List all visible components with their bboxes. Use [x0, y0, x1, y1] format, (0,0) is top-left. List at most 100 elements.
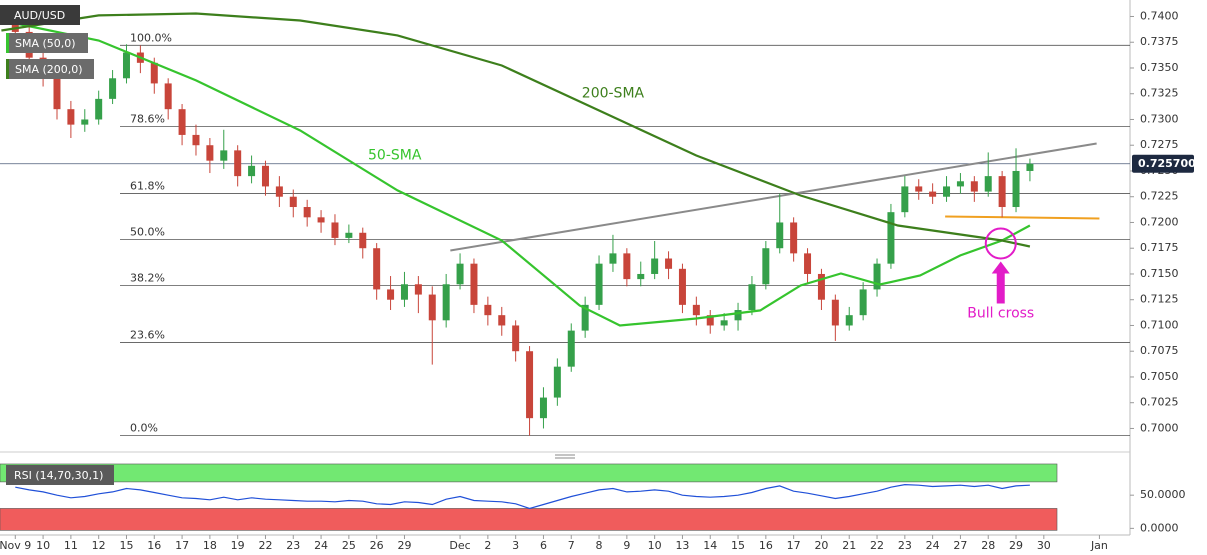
candle-body: [665, 258, 673, 269]
x-tick-label: 17: [787, 539, 801, 552]
fib-label: 23.6%: [130, 328, 165, 341]
x-tick-label: 30: [1037, 539, 1051, 552]
x-tick-label: 21: [842, 539, 856, 552]
y-tick-label: 0.7050: [1140, 370, 1179, 383]
legend-swatch: [6, 59, 9, 79]
candle-body: [373, 248, 381, 290]
candle-body: [484, 304, 492, 316]
x-tick-label: 6: [540, 539, 547, 552]
candle-body: [400, 284, 408, 300]
candle-body: [956, 181, 964, 187]
x-tick-label: 16: [759, 539, 773, 552]
fib-label: 0.0%: [130, 421, 158, 434]
candle-body: [929, 191, 937, 197]
sma-line: [1, 19, 1031, 327]
candle-body: [817, 273, 825, 300]
x-tick-label: 23: [898, 539, 912, 552]
sma-label: 50-SMA: [368, 148, 422, 164]
candle-body: [414, 284, 422, 295]
legend-box: [6, 465, 114, 485]
candle-body: [734, 310, 742, 321]
candle-body: [81, 119, 89, 125]
last-price-box: [1132, 154, 1194, 173]
candle-body: [109, 78, 117, 99]
x-tick-label: 15: [119, 539, 133, 552]
candle-body: [623, 253, 631, 280]
legend-box: [6, 59, 94, 79]
candle-body: [706, 315, 714, 326]
annotation-circle: [984, 227, 1017, 260]
y-tick-label: 0.7350: [1140, 61, 1179, 74]
candle-body: [387, 289, 395, 300]
candle-body: [275, 186, 283, 197]
x-tick-label: 19: [231, 539, 245, 552]
candle-body: [150, 62, 158, 84]
x-tick-label: 9: [623, 539, 630, 552]
candle-body: [206, 145, 214, 161]
trendline: [450, 142, 1097, 252]
candle-body: [553, 366, 561, 398]
candle-body: [859, 289, 867, 316]
x-tick-label: 28: [981, 539, 995, 552]
x-tick-label: 8: [596, 539, 603, 552]
legend: AUD/USD SMA (50,0) SMA (200,0) RSI (14,7…: [0, 5, 114, 485]
candle-body: [317, 217, 325, 223]
candle-body: [998, 176, 1006, 208]
y-tick-label: 0.7225: [1140, 190, 1179, 203]
candle-body: [984, 176, 992, 192]
y-tick-label: 0.7150: [1140, 267, 1179, 280]
candle-body: [720, 320, 728, 326]
last-price-label: 0.725700: [1138, 157, 1196, 170]
candle-body: [970, 181, 978, 192]
candle-body: [845, 315, 853, 326]
candle-body: [526, 351, 534, 419]
x-tick-label: 10: [36, 539, 50, 552]
candle-body: [637, 273, 645, 280]
candle-body: [303, 207, 311, 218]
x-tick-label: Dec: [449, 539, 470, 552]
y-tick-label: 0.7400: [1140, 9, 1179, 22]
candle-body: [539, 397, 547, 419]
x-tick-label: 7: [568, 539, 575, 552]
candle-body: [331, 222, 339, 238]
y-tick-label: 0.7175: [1140, 241, 1179, 254]
candle-body: [609, 253, 617, 264]
candle-body: [901, 186, 909, 213]
x-tick-label: 24: [926, 539, 940, 552]
trendline: [945, 215, 1100, 220]
legend-box: [6, 33, 88, 53]
candle-body: [498, 315, 506, 326]
legend-box: [0, 5, 80, 25]
candle-body: [1012, 170, 1020, 208]
rsi-line: [15, 483, 1030, 510]
candle-body: [428, 294, 436, 321]
x-tick-label: 13: [675, 539, 689, 552]
candle-body: [776, 222, 784, 249]
legend-symbol: AUD/USD: [14, 9, 65, 22]
x-tick-label: 23: [286, 539, 300, 552]
x-tick-label: 24: [314, 539, 328, 552]
legend-entry: SMA (200,0): [15, 63, 83, 76]
candle-body: [248, 165, 256, 177]
x-tick-label: 27: [953, 539, 967, 552]
x-tick-label: 2: [484, 539, 491, 552]
x-tick-label: 26: [370, 539, 384, 552]
x-tick-label: 14: [703, 539, 717, 552]
y-tick-label: 0.7375: [1140, 35, 1179, 48]
candle-body: [651, 258, 659, 274]
candle-body: [456, 263, 464, 285]
candle-body: [192, 134, 200, 146]
candle-body: [53, 78, 61, 110]
candle-body: [359, 232, 367, 249]
marks: Nov 9 10 11 12 15 16 17 18 19 22 23 24 25 26 29 Dec 2 3 6 7…: [0, 9, 1196, 552]
x-tick-label: 10: [648, 539, 662, 552]
candle-body: [164, 83, 172, 110]
y-tick-label: 50.0000: [1140, 488, 1186, 501]
candle-body: [581, 304, 589, 331]
candle-body: [692, 304, 700, 316]
fib-label: 61.8%: [130, 179, 165, 192]
x-tick-label: 20: [814, 539, 828, 552]
fib-label: 38.2%: [130, 272, 165, 285]
y-tick-label: 0.0000: [1140, 521, 1179, 534]
